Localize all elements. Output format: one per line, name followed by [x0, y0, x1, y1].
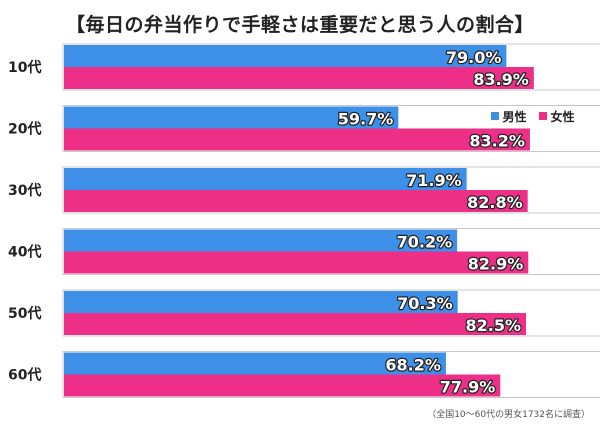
category-label: 50代	[8, 305, 41, 322]
group-frame	[62, 43, 600, 91]
group-frame	[62, 289, 600, 337]
legend-item-female: 女性	[539, 108, 575, 125]
bar-male	[64, 291, 458, 313]
bar-male	[64, 106, 399, 129]
data-label-female: 82.9%	[468, 255, 524, 274]
legend-swatch-male	[491, 112, 500, 120]
group-frame	[62, 166, 600, 214]
bar-male	[64, 229, 458, 252]
data-label-female: 83.9%	[473, 70, 529, 89]
bar-female	[64, 190, 528, 212]
bar-female	[64, 313, 526, 335]
chart-title: 【毎日の弁当作りで手軽さは重要だと思う人の割合】	[65, 14, 534, 36]
data-label-female: 82.8%	[467, 193, 523, 212]
legend-swatch-female	[539, 112, 548, 120]
category-label: 30代	[8, 182, 41, 199]
category-label: 20代	[8, 121, 41, 138]
footnote: （全国10～60代の男女1732名に調査）	[427, 410, 590, 420]
bar-male	[64, 352, 446, 375]
bar-female	[64, 128, 530, 151]
data-label-male: 68.2%	[385, 356, 441, 375]
category-label: 10代	[8, 59, 41, 76]
bar-female	[64, 374, 501, 397]
data-label-male: 59.7%	[338, 110, 394, 129]
data-label-male: 70.2%	[397, 233, 453, 252]
data-label-male: 79.0%	[446, 48, 502, 67]
category-label: 60代	[8, 367, 41, 384]
group-frame	[62, 105, 600, 152]
legend: 男性 女性	[485, 107, 581, 125]
group-frame	[62, 351, 600, 398]
legend-label-female: 女性	[550, 109, 575, 124]
bar-female	[64, 67, 534, 89]
data-label-female: 82.5%	[465, 316, 521, 335]
bar-male	[64, 45, 507, 67]
bar-male	[64, 168, 467, 190]
legend-item-male: 男性	[491, 108, 527, 125]
data-label-male: 71.9%	[406, 171, 462, 190]
data-label-male: 70.3%	[397, 294, 453, 313]
category-label: 40代	[8, 244, 41, 261]
group-frame	[62, 228, 600, 275]
data-label-female: 77.9%	[440, 378, 496, 397]
data-label-female: 83.2%	[469, 132, 525, 151]
bar-female	[64, 251, 529, 274]
legend-label-male: 男性	[502, 109, 527, 124]
